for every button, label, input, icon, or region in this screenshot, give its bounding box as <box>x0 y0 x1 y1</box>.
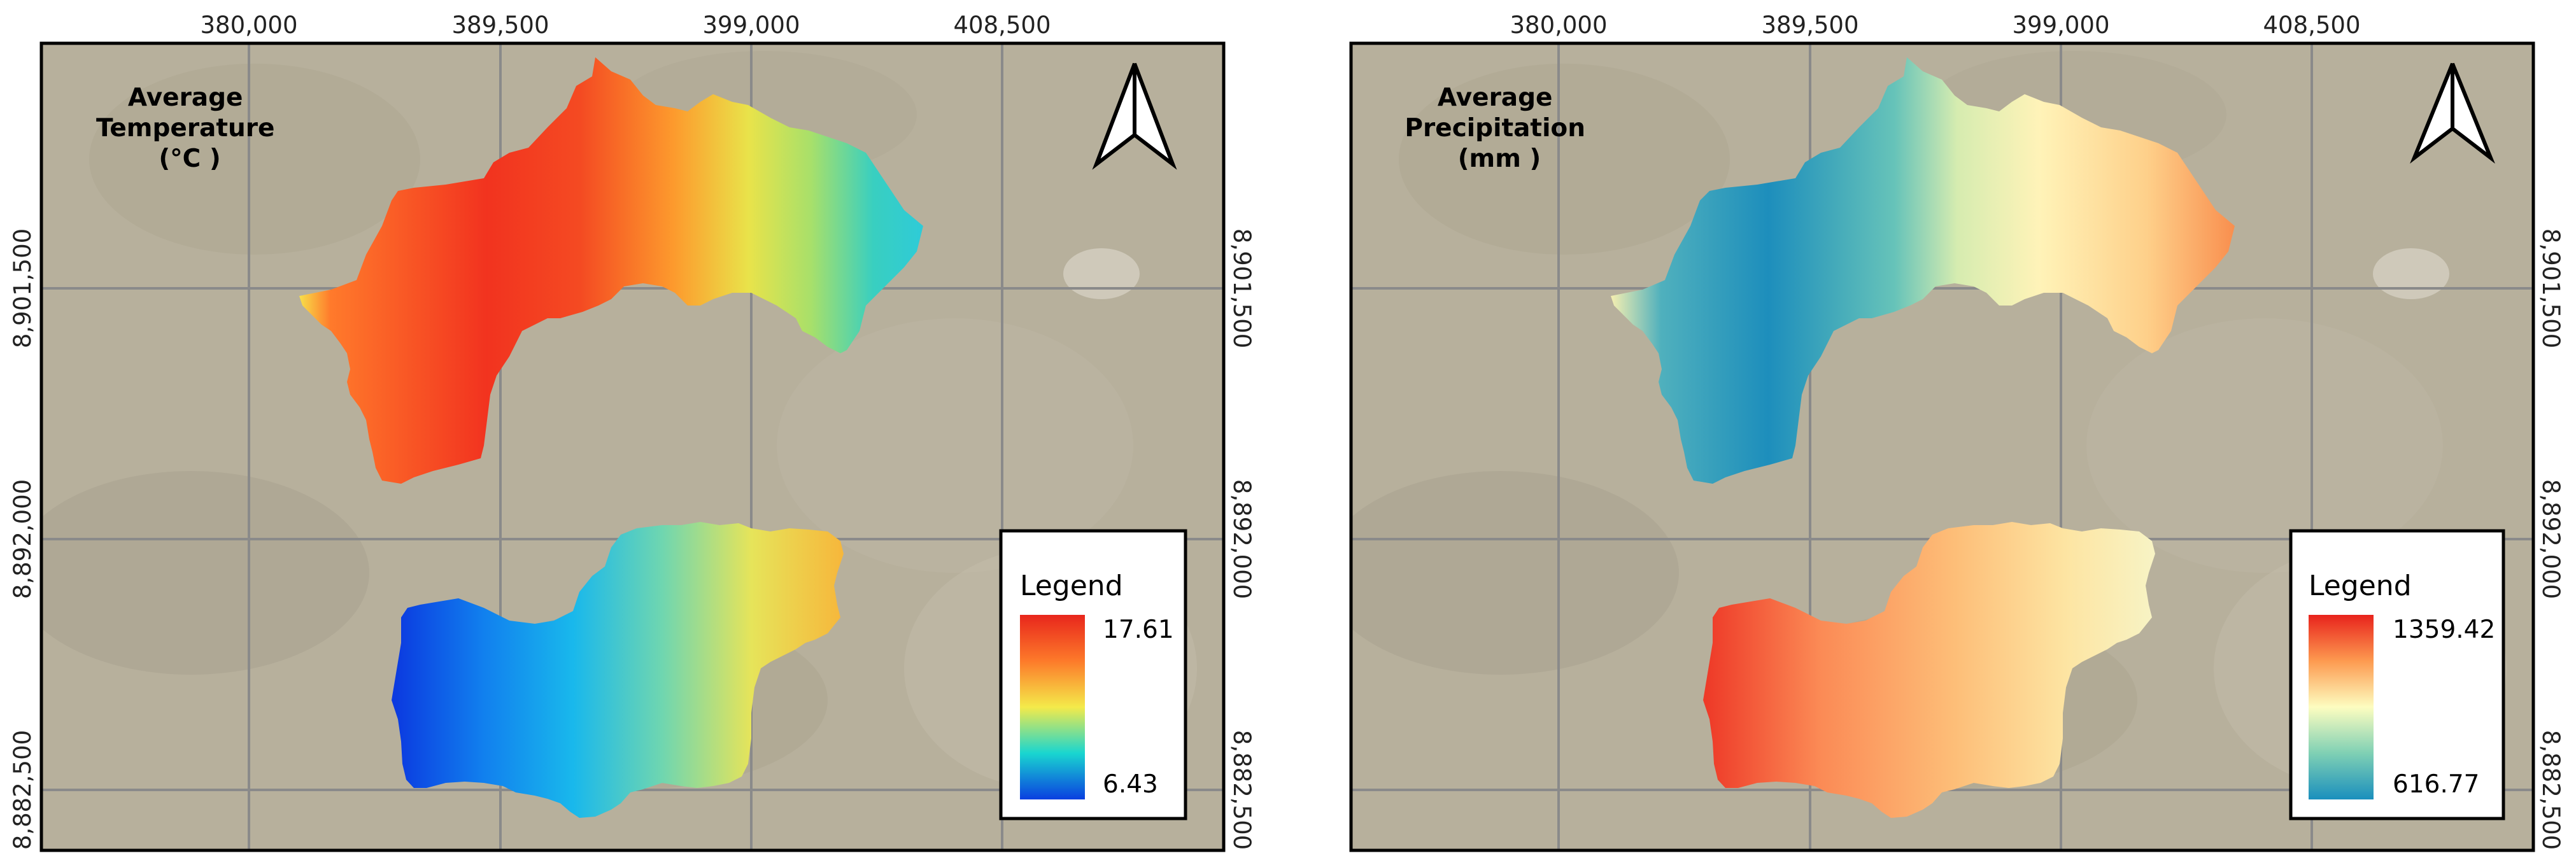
temperature-region-south <box>392 522 844 818</box>
y-tick-label: 8,901,500 <box>1228 229 1256 348</box>
precipitation-map-panel: Average Precipitation (mm ) Legend 1359.… <box>1349 11 2565 852</box>
legend-min-value: 616.77 <box>2393 770 2479 799</box>
x-tick-label: 399,000 <box>2012 11 2109 39</box>
legend-color-ramp <box>2309 615 2374 799</box>
y-tick-label: 8,882,500 <box>2537 730 2565 850</box>
y-tick-label: 8,892,000 <box>2537 479 2565 599</box>
x-tick-label: 389,500 <box>451 11 549 39</box>
legend: Legend 17.61 6.43 <box>999 529 1187 820</box>
y-tick-label: 8,901,500 <box>2537 229 2565 348</box>
legend-min-value: 6.43 <box>1103 770 1158 799</box>
legend-color-ramp <box>1020 615 1085 799</box>
x-tick-label: 408,500 <box>953 11 1051 39</box>
y-axis-ticks-left: 8,901,500 8,892,000 8,882,500 <box>9 229 36 850</box>
y-tick-label: 8,892,000 <box>1228 479 1256 599</box>
legend-title: Legend <box>1020 570 1123 602</box>
legend-max-value: 1359.42 <box>2393 615 2495 644</box>
y-tick-label: 8,882,500 <box>1228 730 1256 850</box>
x-tick-label: 380,000 <box>200 11 297 39</box>
x-tick-label: 408,500 <box>2263 11 2360 39</box>
legend-max-value: 17.61 <box>1103 615 1174 644</box>
map-frame <box>1349 41 2535 852</box>
temperature-region-north <box>299 57 923 484</box>
x-tick-label: 389,500 <box>1761 11 1858 39</box>
y-tick-label: 8,901,500 <box>9 229 36 348</box>
legend: Legend 1359.42 616.77 <box>2289 529 2505 820</box>
y-tick-label: 8,892,000 <box>9 479 36 599</box>
y-axis-ticks-right: 8,901,500 8,892,000 8,882,500 <box>2537 229 2565 850</box>
x-tick-label: 380,000 <box>1510 11 1607 39</box>
map-title: Average Precipitation (mm ) <box>1405 83 1594 173</box>
y-axis-ticks-right: 8,901,500 8,892,000 8,882,500 <box>1228 229 1256 850</box>
precipitation-region-south <box>1703 522 2155 818</box>
x-axis-ticks: 380,000 389,500 399,000 408,500 <box>200 11 1051 39</box>
temperature-map-panel: Average Temperature (°C ) Legend 17.61 6… <box>9 11 1256 852</box>
x-tick-label: 399,000 <box>702 11 800 39</box>
x-axis-ticks: 380,000 389,500 399,000 408,500 <box>1510 11 2360 39</box>
legend-title: Legend <box>2309 570 2412 602</box>
north-arrow-icon <box>1092 62 1177 170</box>
y-tick-label: 8,882,500 <box>9 730 36 850</box>
map-title: Average Temperature (°C ) <box>96 83 283 173</box>
precipitation-region-north <box>1611 57 2235 484</box>
north-arrow-icon <box>2410 62 2495 164</box>
map-frame <box>39 41 1226 852</box>
